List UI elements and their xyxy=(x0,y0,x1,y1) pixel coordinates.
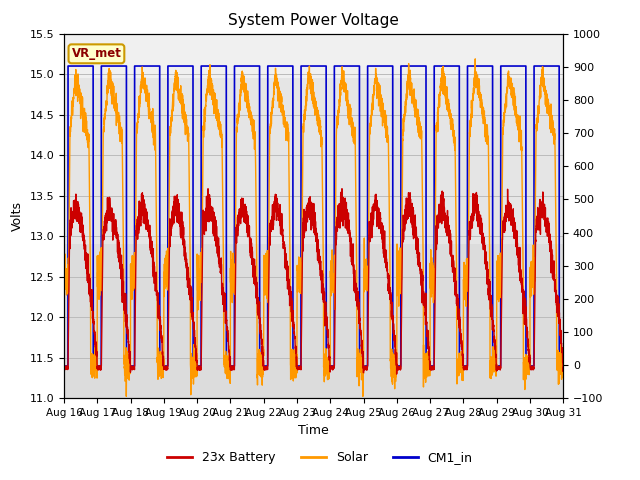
Bar xyxy=(64,78,563,244)
CM1_in xyxy=(64,63,72,69)
CM1_in xyxy=(559,363,566,369)
23x Battery xyxy=(294,367,302,372)
Solar xyxy=(295,264,303,270)
Solar xyxy=(397,277,405,283)
Text: VR_met: VR_met xyxy=(72,48,122,60)
Solar xyxy=(122,394,130,399)
Legend: 23x Battery, Solar, CM1_in: 23x Battery, Solar, CM1_in xyxy=(163,446,477,469)
23x Battery xyxy=(60,364,68,370)
23x Battery xyxy=(559,365,567,371)
Solar xyxy=(60,276,68,282)
Solar xyxy=(426,365,433,371)
Solar xyxy=(150,134,157,140)
Solar xyxy=(559,369,567,375)
23x Battery xyxy=(426,357,433,362)
CM1_in xyxy=(559,363,567,369)
23x Battery xyxy=(454,291,461,297)
23x Battery xyxy=(150,259,157,265)
23x Battery xyxy=(559,358,566,363)
Solar xyxy=(472,56,479,62)
CM1_in xyxy=(150,63,157,69)
Line: CM1_in: CM1_in xyxy=(64,66,563,366)
Solar xyxy=(454,368,461,373)
23x Battery xyxy=(393,371,401,377)
CM1_in xyxy=(397,63,405,69)
CM1_in xyxy=(60,363,68,369)
CM1_in xyxy=(295,363,303,369)
CM1_in xyxy=(454,63,461,69)
Y-axis label: Volts: Volts xyxy=(11,201,24,231)
Solar xyxy=(559,365,566,371)
23x Battery xyxy=(398,304,406,310)
CM1_in xyxy=(426,363,433,369)
Bar xyxy=(64,30,563,78)
Line: 23x Battery: 23x Battery xyxy=(64,189,563,374)
Line: Solar: Solar xyxy=(64,59,563,396)
23x Battery xyxy=(338,186,346,192)
X-axis label: Time: Time xyxy=(298,424,329,437)
Title: System Power Voltage: System Power Voltage xyxy=(228,13,399,28)
